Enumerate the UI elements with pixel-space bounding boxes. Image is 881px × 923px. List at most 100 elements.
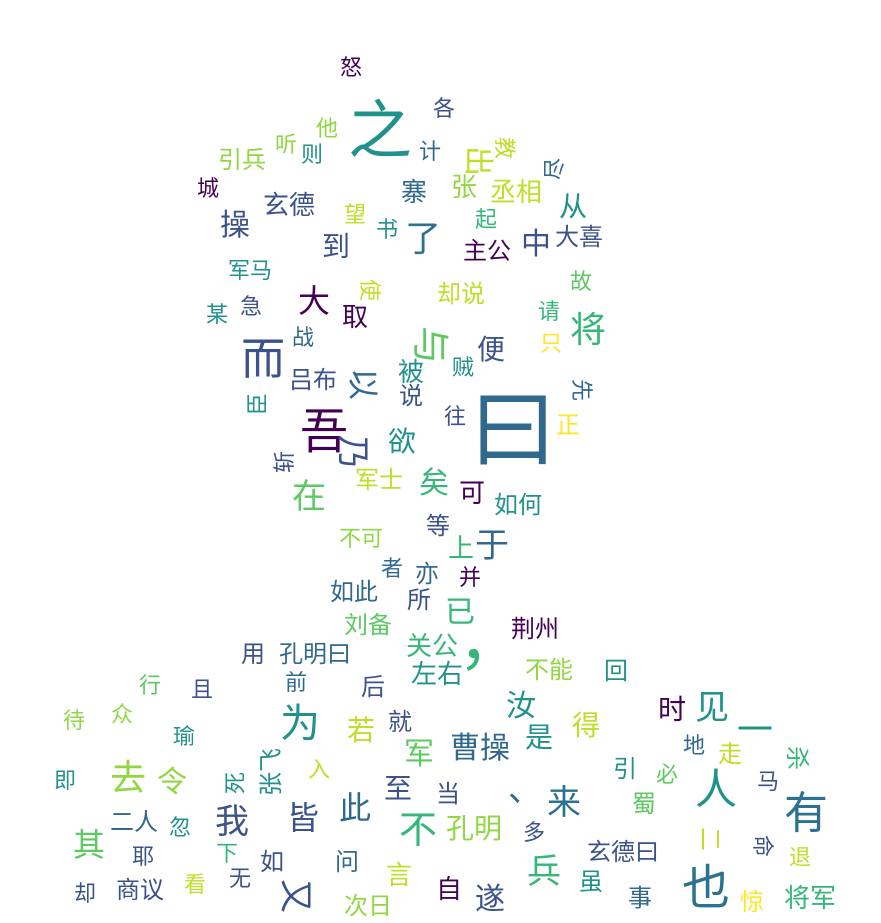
word: 蜀: [632, 790, 656, 818]
word: 亦: [415, 560, 439, 588]
word: 臣: [246, 392, 271, 416]
word: 为: [280, 701, 320, 747]
word: 教: [491, 136, 516, 160]
word: 就: [388, 708, 412, 736]
word: 人: [694, 765, 738, 814]
word: 于: [475, 526, 509, 566]
word: 来: [547, 783, 581, 823]
word: 孔明: [445, 812, 503, 845]
word: 了: [404, 219, 442, 260]
word: 必: [655, 763, 679, 788]
word: 大喜: [555, 223, 603, 251]
word: 马: [756, 770, 780, 795]
word: 用: [241, 640, 265, 668]
word: 书: [375, 218, 399, 243]
word: 战: [291, 326, 315, 351]
word: 时: [657, 693, 687, 726]
word: 入: [307, 758, 331, 783]
word: 到: [321, 230, 351, 263]
word: 者: [380, 557, 404, 582]
word: 如何: [494, 491, 542, 519]
word: 怒: [339, 56, 363, 81]
word: 取: [341, 303, 369, 333]
word: 贼: [451, 356, 475, 381]
word: 尽: [543, 157, 568, 181]
word: 不能: [525, 656, 573, 684]
word: 却说: [437, 280, 485, 308]
word: 请: [537, 300, 561, 325]
word: 他: [315, 117, 339, 142]
word: 多: [522, 821, 546, 846]
word: 汝: [506, 689, 536, 724]
word: 虽: [579, 868, 603, 896]
word: 下: [215, 842, 239, 867]
word: 也: [681, 860, 731, 916]
word: 关公: [405, 632, 459, 662]
word: 得: [571, 709, 601, 742]
word: 至: [383, 772, 413, 805]
word: 二人: [110, 808, 158, 836]
word: 丞相: [489, 178, 543, 208]
word: 军士: [355, 466, 403, 494]
word: 斩: [273, 450, 298, 474]
word: 听: [274, 133, 298, 158]
word: 忽: [168, 816, 192, 841]
word: 起: [474, 208, 498, 233]
word: 以: [344, 367, 382, 401]
word: 计: [418, 140, 442, 165]
word: 乃: [332, 435, 372, 469]
word: 矣: [419, 466, 449, 501]
word: 将: [569, 310, 607, 351]
word: 引兵: [218, 146, 266, 174]
word: 只: [539, 332, 563, 357]
word: 事: [628, 884, 652, 912]
word: 此: [338, 789, 372, 827]
word: 刘备: [344, 611, 392, 639]
word: 被: [397, 358, 425, 388]
word: 我: [215, 802, 249, 842]
word: 曰: [469, 378, 557, 481]
word: 、: [508, 770, 542, 810]
word: 孔明曰: [279, 640, 351, 668]
word: 操: [220, 208, 250, 243]
word: 是: [524, 721, 554, 754]
word: 前: [284, 671, 308, 696]
word: 不可: [338, 527, 384, 552]
word: 待: [62, 709, 86, 734]
word: 即: [53, 769, 77, 794]
word: 则: [300, 143, 324, 168]
word: 各: [432, 97, 456, 122]
word: 之: [348, 95, 412, 169]
word: 兵: [527, 852, 561, 892]
word: 军马: [227, 259, 273, 284]
word: 若: [346, 714, 376, 747]
word: 看: [183, 873, 207, 898]
word: 二: [696, 827, 724, 851]
word: 出: [460, 146, 495, 176]
word: 便: [476, 333, 506, 366]
word: 却: [73, 882, 97, 907]
word: 无: [228, 867, 252, 892]
word: 城: [196, 177, 220, 202]
word: 遂: [475, 882, 505, 917]
word: 故: [569, 270, 593, 295]
word: 使: [356, 278, 381, 302]
word: 欲: [387, 425, 417, 458]
word: 中: [521, 227, 551, 262]
word: 并: [458, 566, 482, 591]
word: 上: [447, 534, 475, 564]
word: 其: [72, 826, 106, 864]
word: 荆州: [511, 615, 559, 643]
word: 惊: [740, 888, 764, 916]
word: 军: [404, 737, 434, 772]
word: 问: [335, 848, 359, 876]
word: 吕布: [289, 366, 337, 394]
word: 引: [613, 755, 637, 783]
word: 玄德曰: [587, 838, 659, 866]
word: 命: [749, 834, 774, 858]
word: 某: [205, 303, 229, 328]
word: 有: [784, 788, 828, 839]
word: ，: [458, 606, 522, 680]
word: 走: [718, 740, 742, 768]
